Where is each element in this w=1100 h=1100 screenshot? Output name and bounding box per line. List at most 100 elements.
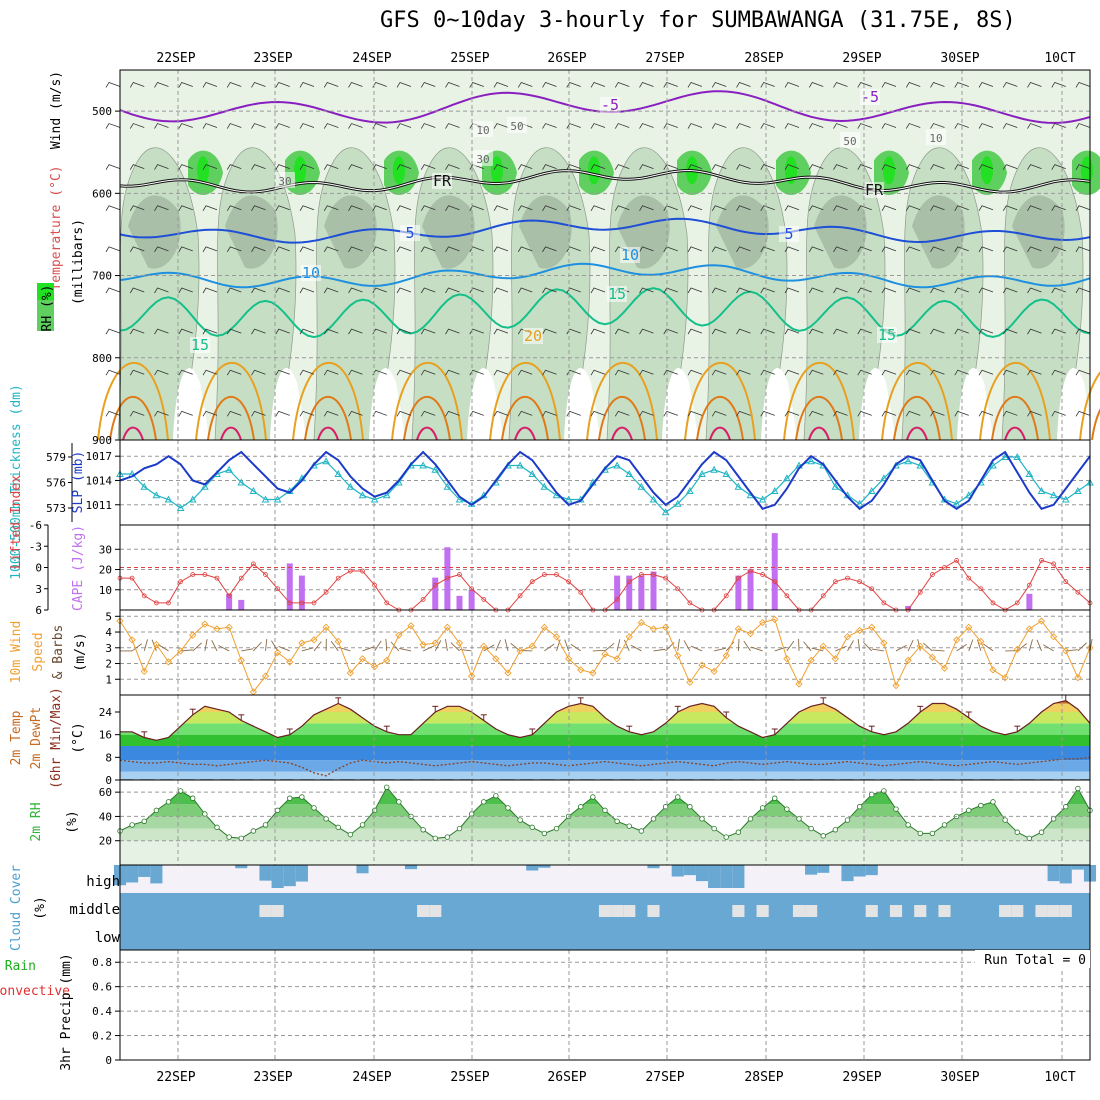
rh2m-point	[274, 807, 281, 814]
rh2m-point	[299, 794, 305, 800]
precip-legend-convective: Convective	[0, 984, 70, 999]
contour-temp-15	[119, 287, 1091, 339]
wind-barb	[614, 369, 630, 376]
slp-ylabel: SLP (mb)	[71, 451, 86, 514]
wind10m-barb	[932, 649, 945, 652]
wind10m-point	[346, 669, 355, 677]
cloud-mid-gap	[756, 905, 769, 917]
cloud-level-low: low	[95, 930, 121, 946]
wind-barb	[129, 123, 145, 129]
thickness-point	[564, 495, 573, 503]
thickness-point	[989, 461, 997, 469]
wind-barb	[881, 246, 897, 253]
wind-barb	[808, 246, 824, 253]
wind-barb	[978, 123, 994, 129]
wind-barb	[711, 410, 727, 417]
li-point	[638, 572, 644, 577]
wind10m-point	[383, 656, 391, 665]
wind-barb	[396, 205, 412, 211]
wind-barb	[105, 205, 121, 211]
contour-label-bg	[926, 129, 946, 145]
wind10m-point	[674, 652, 682, 660]
wind-barb	[1075, 246, 1091, 253]
li-point	[687, 600, 693, 606]
contour-label: 30	[278, 175, 291, 188]
x-axis-bottom-label: 28SEP	[744, 1070, 783, 1085]
wind-barb	[687, 410, 703, 417]
wind10m-barb	[570, 643, 582, 652]
wind10m-point	[928, 653, 937, 661]
wind10m-tick-label: 5	[105, 610, 112, 623]
wind-barb	[736, 328, 751, 335]
wind-barb	[396, 410, 412, 417]
wind-barb	[614, 328, 630, 335]
rh-legend-bar-mid	[37, 300, 54, 331]
cloud-mid-gap	[1035, 905, 1048, 917]
contour-temp-10	[119, 262, 1091, 289]
wind-barb	[445, 410, 460, 417]
thickness-point	[952, 499, 961, 507]
wind10m-barb	[1028, 639, 1033, 652]
wind-barb	[202, 369, 218, 376]
upper-air-ylabel-wind: Wind (m/s)	[49, 71, 64, 149]
wind-barb	[105, 369, 121, 376]
rh-dry-pocket	[761, 367, 798, 440]
x-axis-top-label: 29SEP	[842, 51, 881, 66]
wind10m-point	[1013, 645, 1021, 653]
cape-ylabel: CAPE (J/kg)	[71, 525, 86, 611]
wind-barb	[226, 246, 242, 253]
contour-label-bg	[400, 225, 420, 241]
x-axis-top-label: 22SEP	[156, 51, 195, 66]
wind10m-barb	[623, 639, 630, 652]
wind10m-point	[783, 655, 791, 663]
thickness-point	[431, 465, 440, 473]
temp-band	[120, 760, 1090, 772]
wind10m-barb	[653, 648, 666, 652]
wind-barb	[760, 287, 775, 294]
wind-barb	[687, 205, 703, 211]
wind-barb	[469, 205, 484, 211]
contour-temp-20	[391, 362, 463, 441]
cloud-high-bar	[283, 865, 296, 887]
wind10m-point	[771, 615, 779, 624]
cloud-mid-gap	[259, 905, 272, 917]
contour-temp-30	[317, 426, 339, 441]
wind-barb	[905, 205, 921, 211]
thickness-point	[855, 499, 864, 507]
wind-barb	[348, 81, 363, 88]
wind-barb	[663, 81, 678, 88]
contour-temp-25	[598, 396, 646, 441]
wind10m-ylabel-speed: Speed	[31, 632, 46, 671]
wind-barb	[469, 164, 484, 170]
rh2m-band	[120, 840, 1090, 865]
rh2m-point	[456, 825, 463, 832]
wind10m-point	[795, 680, 803, 688]
cape-tick-label: 30	[99, 543, 112, 556]
dewpoint-line	[119, 756, 1091, 777]
contour-label: 5	[405, 224, 414, 242]
wind10m-barb	[434, 640, 442, 652]
wind10m-point	[395, 631, 403, 639]
temp-band	[120, 723, 1090, 735]
wind-barb	[639, 164, 654, 170]
li-point	[517, 593, 523, 599]
wind10m-point	[1001, 674, 1009, 682]
wind-barb	[954, 81, 969, 88]
wind-barb	[736, 123, 751, 129]
wind-barb	[445, 369, 460, 376]
wind-barb	[299, 287, 315, 294]
rh2m-point	[626, 823, 632, 829]
rh2m-point	[396, 799, 402, 805]
wind10m-point	[455, 639, 464, 647]
wind-barb	[105, 81, 121, 88]
thickness-point	[649, 495, 658, 503]
li-ylabel: Lifted Index	[9, 475, 24, 569]
cloud-mid-gap	[623, 905, 636, 917]
contour-temp-30	[122, 426, 144, 441]
li-point	[287, 600, 293, 606]
wind-barb	[542, 246, 557, 253]
cloud-high-bar	[259, 865, 272, 881]
wind-barb	[1027, 164, 1042, 170]
wind10m-point	[843, 633, 852, 641]
contour-temp-25	[304, 396, 352, 441]
